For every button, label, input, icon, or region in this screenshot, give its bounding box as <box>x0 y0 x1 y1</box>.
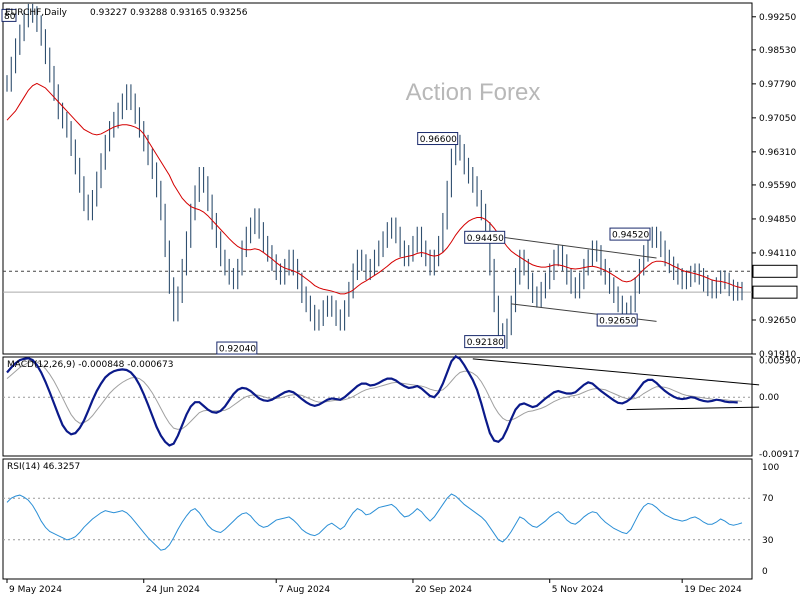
macd-trendline <box>472 358 760 386</box>
macd-panel: MACD(12,26,9) -0.000848 -0.000673 <box>3 354 760 447</box>
macd-trendline <box>626 406 760 411</box>
price-label-box <box>464 335 506 349</box>
macd-line <box>6 354 738 447</box>
macd-signal-line <box>6 360 743 430</box>
macd-axis-tick-label: 0.00 <box>759 393 779 403</box>
price-axis-marker <box>752 264 798 278</box>
price-axis-tick-label: 0.95590 <box>759 181 796 191</box>
price-label: 0.92180 <box>467 338 504 348</box>
price-trendline <box>502 236 657 259</box>
price-axis-tick-label: 0.94110 <box>759 249 796 259</box>
price-label: 0.92040 <box>219 345 256 355</box>
rsi-line <box>6 493 743 551</box>
rsi-title: RSI(14) 46.3257 <box>7 462 80 472</box>
price-label: 80 <box>4 12 16 22</box>
x-axis-tick-label: 9 May 2024 <box>9 585 62 595</box>
price-axis-tick-label: 0.99250 <box>759 13 796 23</box>
panel-frame <box>2 356 753 457</box>
price-axis-tick-label: 0.96310 <box>759 148 796 158</box>
price-axis-marker <box>752 285 798 299</box>
price-label-box <box>417 132 459 146</box>
macd-axis-tick-label: 0.005907 <box>759 357 800 367</box>
panel-frame <box>2 2 753 355</box>
price-panel: 80 0.96600 0.94450 0.94520 0.92040 0.92180 0.9… <box>1 3 752 355</box>
price-axis-tick-label: 0.91910 <box>759 350 796 360</box>
rsi-axis-tick-label: 100 <box>762 463 779 473</box>
price-label-box <box>216 341 258 355</box>
ohlc-values: 0.93227 0.93288 0.93165 0.93256 <box>90 8 248 18</box>
x-axis-tick-label: 7 Aug 2024 <box>278 585 330 595</box>
x-axis-tick-label: 24 Jun 2024 <box>146 585 200 595</box>
price-axis-tick-label: 0.94850 <box>759 215 796 225</box>
price-label-box <box>1 8 17 22</box>
rsi-panel: RSI(14) 46.3257 <box>3 462 752 551</box>
price-label-box <box>596 313 638 327</box>
rsi-axis-tick-label: 70 <box>762 494 774 504</box>
x-axis-tick-label: 19 Dec 2024 <box>684 585 742 595</box>
axis-labels: 0.99250 0.98530 0.97790 0.97050 0.96310 0.955… <box>6 13 800 595</box>
price-label-box <box>464 230 506 244</box>
rsi-axis-tick-label: 0 <box>762 567 768 577</box>
watermark: Action Forex <box>406 79 541 106</box>
x-axis-tick-label: 20 Sep 2024 <box>415 585 472 595</box>
price-axis-tick-label: 0.92650 <box>759 316 796 326</box>
price-label: 0.96600 <box>420 135 457 145</box>
symbol-label: EURCHF,Daily <box>5 8 68 18</box>
price-axis-tick-label: 0.98530 <box>759 46 796 56</box>
price-label-box <box>609 227 651 241</box>
rsi-axis-tick-label: 30 <box>762 536 774 546</box>
price-label: 0.92650 <box>599 317 636 327</box>
panel-frames <box>2 2 753 580</box>
macd-title: MACD(12,26,9) -0.000848 -0.000673 <box>7 360 173 370</box>
price-label: 0.94450 <box>467 234 504 244</box>
panel-frame <box>2 458 753 580</box>
price-label: 0.94520 <box>612 231 649 241</box>
price-axis-tick-label: 0.97790 <box>759 80 796 90</box>
moving-average-line <box>6 82 743 295</box>
x-axis-tick-label: 5 Nov 2024 <box>552 585 604 595</box>
macd-axis-tick-label: -0.009175 <box>759 450 800 460</box>
price-axis-tick-label: 0.97050 <box>759 114 796 124</box>
